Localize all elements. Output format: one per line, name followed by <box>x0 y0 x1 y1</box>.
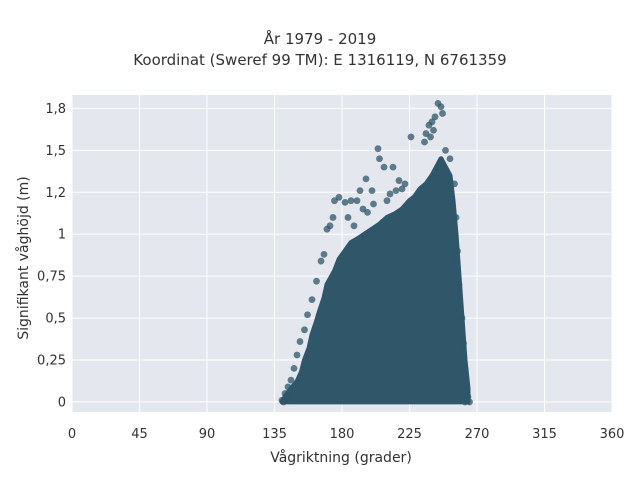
scatter-point <box>293 351 301 359</box>
x-tick-label: 315 <box>532 427 557 442</box>
scatter-point <box>442 146 449 154</box>
x-tick-label: 180 <box>330 427 355 442</box>
x-axis-label: Vågriktning (grader) <box>270 449 412 466</box>
x-tick-label: 360 <box>600 427 625 442</box>
scatter-point <box>356 187 364 195</box>
scatter-point <box>376 155 383 163</box>
y-tick-label: 1,2 <box>45 186 66 201</box>
scatter-point <box>461 398 469 406</box>
y-tick-label: 0 <box>58 395 66 410</box>
scatter-point <box>437 103 445 111</box>
x-tick-label: 225 <box>397 427 422 442</box>
y-tick-label: 1 <box>58 228 66 243</box>
scatter-point <box>461 364 469 372</box>
scatter-point <box>386 190 394 198</box>
y-axis-ticks: 0 0,25 0,5 0,75 1 1,2 1,5 1,8 <box>37 102 66 411</box>
scatter-point <box>392 187 400 195</box>
scatter-point <box>344 214 352 221</box>
scatter-point <box>383 197 391 205</box>
scatter-point <box>407 133 415 141</box>
scatter-point <box>374 145 382 153</box>
x-tick-label: 90 <box>199 427 216 442</box>
scatter-point <box>455 281 463 288</box>
scatter-point <box>458 314 466 322</box>
scatter-point <box>317 257 325 265</box>
scatter-point <box>323 225 331 233</box>
scatter-point <box>353 197 361 205</box>
scatter-point <box>362 175 370 183</box>
scatter-point <box>446 155 454 163</box>
scatter-point <box>430 126 437 134</box>
x-tick-label: 135 <box>262 427 287 442</box>
chart-subtitle: Koordinat (Sweref 99 TM): E 1316119, N 6… <box>133 51 507 69</box>
scatter-point <box>401 180 409 188</box>
x-tick-label: 270 <box>465 427 490 442</box>
scatter-point <box>329 214 337 221</box>
y-tick-label: 0,75 <box>37 270 66 285</box>
y-axis-label: Signifikant våghöjd (m) <box>15 176 32 339</box>
scatter-point <box>439 110 446 117</box>
scatter-point <box>301 326 308 334</box>
scatter-point <box>380 163 388 171</box>
scatter-point <box>283 395 290 402</box>
scatter-point <box>320 250 328 258</box>
scatter-point <box>296 338 304 345</box>
scatter-point <box>368 187 376 195</box>
scatter-points <box>278 99 473 406</box>
scatter-point <box>370 200 377 208</box>
y-tick-label: 0,25 <box>37 354 66 369</box>
scatter-point <box>284 383 292 391</box>
scatter-point <box>422 130 430 137</box>
scatter-point <box>313 277 320 285</box>
y-tick-label: 1,8 <box>45 102 66 117</box>
y-tick-label: 0,5 <box>45 312 66 327</box>
scatter-point <box>463 381 470 389</box>
scatter-point <box>308 296 316 304</box>
scatter-point <box>341 198 349 206</box>
x-axis-ticks: 0 45 90 135 180 225 270 315 360 <box>68 427 625 442</box>
x-tick-label: 0 <box>68 427 76 442</box>
scatter-point <box>460 339 467 347</box>
x-tick-label: 45 <box>131 427 148 442</box>
scatter-point <box>451 180 458 188</box>
scatter-point <box>428 118 436 126</box>
chart-title: År 1979 - 2019 <box>263 30 377 48</box>
scatter-point <box>395 177 403 184</box>
scatter-point <box>421 138 428 146</box>
scatter-point <box>287 376 295 384</box>
scatter-point <box>364 209 371 216</box>
scatter-point <box>335 193 343 201</box>
scatter-point <box>454 247 461 255</box>
scatter-point <box>389 163 397 171</box>
scatter-point <box>347 197 355 205</box>
scatter-point <box>431 113 439 121</box>
scatter-point <box>398 185 406 193</box>
y-tick-label: 1,5 <box>45 144 66 159</box>
scatter-point <box>452 214 460 221</box>
scatter-point <box>304 311 311 319</box>
scatter-point <box>290 364 298 372</box>
scatter-point <box>350 222 358 230</box>
